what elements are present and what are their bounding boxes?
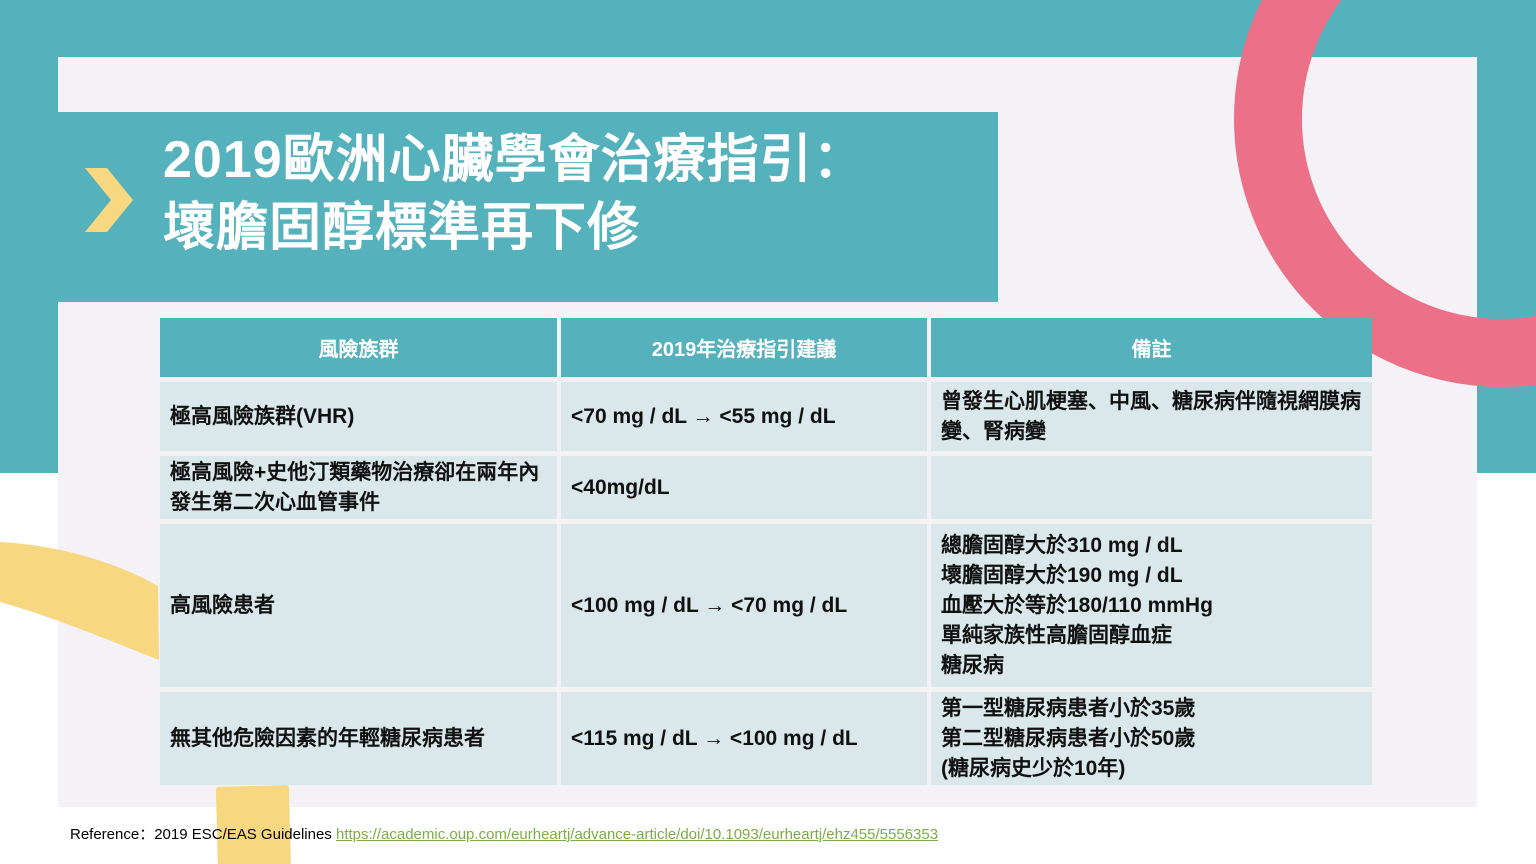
cell-risk-group: 高風險患者 [160,524,557,687]
cell-recommendation: <70 mg / dL → <55 mg / dL [561,382,927,451]
reference-label: Reference：2019 ESC/EAS Guidelines [70,826,332,843]
cell-note: 曾發生心肌梗塞、中風、糖尿病伴隨視網膜病變、腎病變 [931,382,1372,451]
cell-risk-group: 無其他危險因素的年輕糖尿病患者 [160,692,557,785]
column-header-risk-group: 風險族群 [160,318,557,377]
cell-note [931,456,1372,519]
cell-risk-group: 極高風險族群(VHR) [160,382,557,451]
cell-recommendation: <100 mg / dL → <70 mg / dL [561,524,927,687]
reference-line: Reference：2019 ESC/EAS Guidelines https:… [70,823,938,844]
top-teal-band [0,0,1536,57]
reference-link[interactable]: https://academic.oup.com/eurheartj/advan… [335,826,939,843]
cell-note: 第一型糖尿病患者小於35歲 第二型糖尿病患者小於50歲 (糖尿病史少於10年) [931,692,1372,785]
left-teal-band [0,0,58,473]
page-title: 2019歐洲心臟學會治療指引： 壞膽固醇標準再下修 [163,126,866,262]
cell-recommendation: <115 mg / dL → <100 mg / dL [561,692,927,785]
page-title-line2: 壞膽固醇標準再下修 [163,199,641,257]
column-header-remarks: 備註 [931,318,1372,377]
cell-note: 總膽固醇大於310 mg / dL 壞膽固醇大於190 mg / dL 血壓大於… [931,524,1372,687]
title-box: 2019歐洲心臟學會治療指引： 壞膽固醇標準再下修 [58,112,998,302]
column-header-2019-recommendation: 2019年治療指引建議 [561,318,927,377]
cell-recommendation: <40mg/dL [561,456,927,519]
page-title-line1: 2019歐洲心臟學會治療指引： [163,131,866,189]
guidelines-table: 風險族群 2019年治療指引建議 備註 極高風險族群(VHR) <70 mg /… [160,318,1372,785]
cell-risk-group: 極高風險+史他汀類藥物治療卻在兩年內發生第二次心血管事件 [160,456,557,519]
right-teal-band [1477,0,1536,473]
chevron-right-icon [85,168,133,232]
